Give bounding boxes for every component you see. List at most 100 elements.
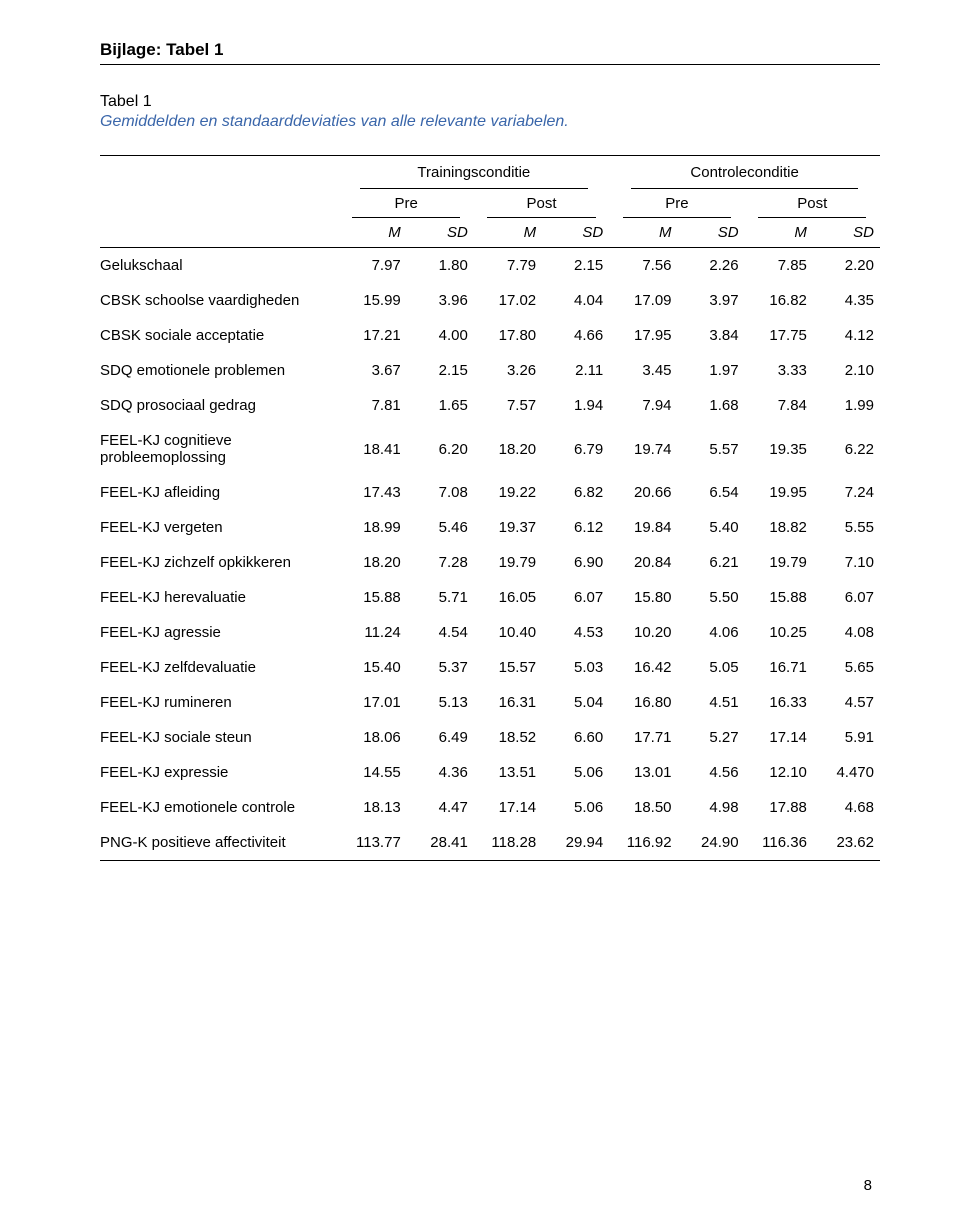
- cell-value: 14.55: [338, 755, 406, 790]
- cell-value: 5.91: [813, 720, 880, 755]
- row-label: FEEL-KJ zelfdevaluatie: [100, 650, 338, 685]
- table-row: FEEL-KJ vergeten18.995.4619.376.1219.845…: [100, 510, 880, 545]
- cell-value: 7.57: [474, 388, 542, 423]
- header-group-control: Controleconditie: [609, 156, 880, 190]
- cell-value: 16.80: [609, 685, 677, 720]
- cell-value: 6.07: [813, 580, 880, 615]
- cell-value: 7.08: [407, 475, 474, 510]
- table-body: Gelukschaal7.971.807.792.157.562.267.852…: [100, 248, 880, 861]
- cell-value: 15.88: [745, 580, 813, 615]
- cell-value: 3.67: [338, 353, 406, 388]
- header-blank-3: [100, 218, 338, 248]
- cell-value: 4.54: [407, 615, 474, 650]
- cell-value: 1.80: [407, 248, 474, 284]
- table-row: SDQ emotionele problemen3.672.153.262.11…: [100, 353, 880, 388]
- cell-value: 16.42: [609, 650, 677, 685]
- table-row: FEEL-KJ expressie14.554.3613.515.0613.01…: [100, 755, 880, 790]
- cell-value: 6.82: [542, 475, 609, 510]
- cell-value: 5.55: [813, 510, 880, 545]
- table-row: SDQ prosociaal gedrag7.811.657.571.947.9…: [100, 388, 880, 423]
- table-row: FEEL-KJ afleiding17.437.0819.226.8220.66…: [100, 475, 880, 510]
- table-row: FEEL-KJ rumineren17.015.1316.315.0416.80…: [100, 685, 880, 720]
- table-head: Trainingsconditie Controleconditie Pre P…: [100, 156, 880, 248]
- cell-value: 1.65: [407, 388, 474, 423]
- cell-value: 1.68: [678, 388, 745, 423]
- cell-value: 6.90: [542, 545, 609, 580]
- table-row: FEEL-KJ zelfdevaluatie15.405.3715.575.03…: [100, 650, 880, 685]
- cell-value: 19.22: [474, 475, 542, 510]
- row-label: SDQ emotionele problemen: [100, 353, 338, 388]
- cell-value: 5.40: [678, 510, 745, 545]
- cell-value: 4.51: [678, 685, 745, 720]
- cell-value: 7.94: [609, 388, 677, 423]
- cell-value: 2.15: [407, 353, 474, 388]
- cell-value: 15.88: [338, 580, 406, 615]
- header-sd-3: SD: [678, 218, 745, 248]
- table-row: FEEL-KJ agressie11.244.5410.404.5310.204…: [100, 615, 880, 650]
- cell-value: 15.40: [338, 650, 406, 685]
- cell-value: 17.21: [338, 318, 406, 353]
- table-row: Gelukschaal7.971.807.792.157.562.267.852…: [100, 248, 880, 284]
- cell-value: 19.79: [745, 545, 813, 580]
- cell-value: 28.41: [407, 825, 474, 861]
- cell-value: 18.06: [338, 720, 406, 755]
- cell-value: 10.20: [609, 615, 677, 650]
- table-row: CBSK schoolse vaardigheden15.993.9617.02…: [100, 283, 880, 318]
- cell-value: 7.84: [745, 388, 813, 423]
- cell-value: 5.03: [542, 650, 609, 685]
- cell-value: 1.97: [678, 353, 745, 388]
- row-label: FEEL-KJ zichzelf opkikkeren: [100, 545, 338, 580]
- cell-value: 7.10: [813, 545, 880, 580]
- cell-value: 2.15: [542, 248, 609, 284]
- cell-value: 15.99: [338, 283, 406, 318]
- cell-value: 6.60: [542, 720, 609, 755]
- cell-value: 16.33: [745, 685, 813, 720]
- cell-value: 18.20: [338, 545, 406, 580]
- header-sd-2: SD: [542, 218, 609, 248]
- header-sd-4: SD: [813, 218, 880, 248]
- page-number: 8: [864, 1177, 872, 1194]
- cell-value: 5.06: [542, 755, 609, 790]
- cell-value: 7.28: [407, 545, 474, 580]
- table-row: FEEL-KJ emotionele controle18.134.4717.1…: [100, 790, 880, 825]
- table-row: FEEL-KJ herevaluatie15.885.7116.056.0715…: [100, 580, 880, 615]
- cell-value: 4.12: [813, 318, 880, 353]
- header-post-1-label: Post: [527, 195, 557, 212]
- cell-value: 5.05: [678, 650, 745, 685]
- cell-value: 113.77: [338, 825, 406, 861]
- row-label: FEEL-KJ expressie: [100, 755, 338, 790]
- cell-value: 5.37: [407, 650, 474, 685]
- header-pre-1: Pre: [338, 189, 473, 218]
- cell-value: 7.81: [338, 388, 406, 423]
- cell-value: 3.26: [474, 353, 542, 388]
- cell-value: 17.71: [609, 720, 677, 755]
- cell-value: 18.82: [745, 510, 813, 545]
- header-row-stats: M SD M SD M SD M SD: [100, 218, 880, 248]
- data-table: Trainingsconditie Controleconditie Pre P…: [100, 155, 880, 861]
- cell-value: 17.80: [474, 318, 542, 353]
- cell-value: 2.26: [678, 248, 745, 284]
- row-label: FEEL-KJ vergeten: [100, 510, 338, 545]
- page: Bijlage: Tabel 1 Tabel 1 Gemiddelden en …: [0, 0, 960, 1224]
- cell-value: 3.96: [407, 283, 474, 318]
- row-label: FEEL-KJ emotionele controle: [100, 790, 338, 825]
- cell-value: 17.43: [338, 475, 406, 510]
- cell-value: 4.04: [542, 283, 609, 318]
- cell-value: 6.20: [407, 423, 474, 475]
- header-m-1: M: [338, 218, 406, 248]
- cell-value: 3.45: [609, 353, 677, 388]
- table-caption-line-2: Gemiddelden en standaarddeviaties van al…: [100, 113, 880, 131]
- cell-value: 17.09: [609, 283, 677, 318]
- cell-value: 6.21: [678, 545, 745, 580]
- cell-value: 5.13: [407, 685, 474, 720]
- cell-value: 16.05: [474, 580, 542, 615]
- table-row: FEEL-KJ sociale steun18.066.4918.526.601…: [100, 720, 880, 755]
- header-group-training-label: Trainingsconditie: [417, 164, 530, 181]
- header-m-4: M: [745, 218, 813, 248]
- cell-value: 17.02: [474, 283, 542, 318]
- cell-value: 16.71: [745, 650, 813, 685]
- row-label: FEEL-KJ herevaluatie: [100, 580, 338, 615]
- cell-value: 3.33: [745, 353, 813, 388]
- header-group-training: Trainingsconditie: [338, 156, 609, 190]
- row-label: Gelukschaal: [100, 248, 338, 284]
